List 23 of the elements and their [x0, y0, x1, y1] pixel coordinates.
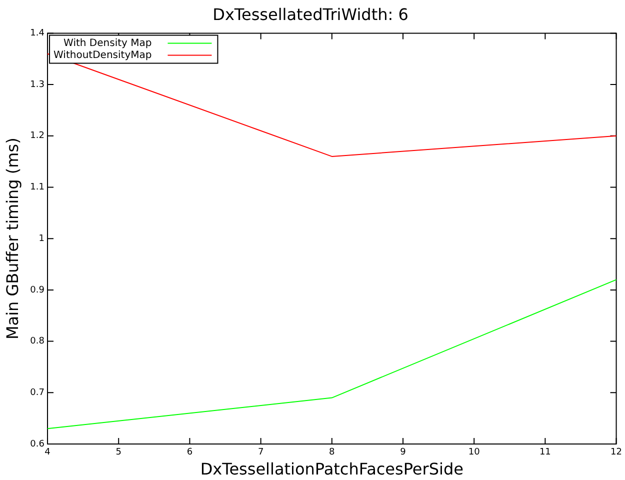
legend-label: With Density Map [64, 38, 152, 49]
legend-label: WithoutDensityMap [54, 50, 152, 61]
y-tick-label: 0.7 [30, 388, 45, 398]
x-tick-label: 8 [329, 448, 336, 458]
y-axis-title: Main GBuffer timing (ms) [2, 138, 22, 340]
x-tick-label: 6 [186, 448, 193, 458]
x-tick-label: 12 [610, 448, 622, 458]
y-tick-label: 0.9 [30, 285, 45, 296]
x-axis-title: DxTessellationPatchFacesPerSide [200, 460, 464, 479]
y-tick-label: 1.2 [30, 131, 45, 142]
x-tick-label: 7 [258, 448, 264, 458]
x-tick-label: 11 [539, 448, 551, 458]
y-tick-label: 0.6 [30, 439, 45, 450]
x-tick-label: 5 [116, 448, 122, 458]
x-tick-label: 4 [44, 448, 51, 458]
y-tick-label: 1.4 [30, 28, 45, 39]
y-tick-label: 1 [38, 234, 45, 244]
x-tick-label: 10 [468, 448, 480, 458]
chart-title: DxTessellatedTriWidth: 6 [212, 4, 408, 24]
y-tick-label: 1.1 [30, 182, 45, 193]
x-tick-label: 9 [400, 448, 406, 458]
y-tick-label: 0.8 [30, 336, 45, 347]
y-tick-label: 1.3 [30, 80, 45, 90]
